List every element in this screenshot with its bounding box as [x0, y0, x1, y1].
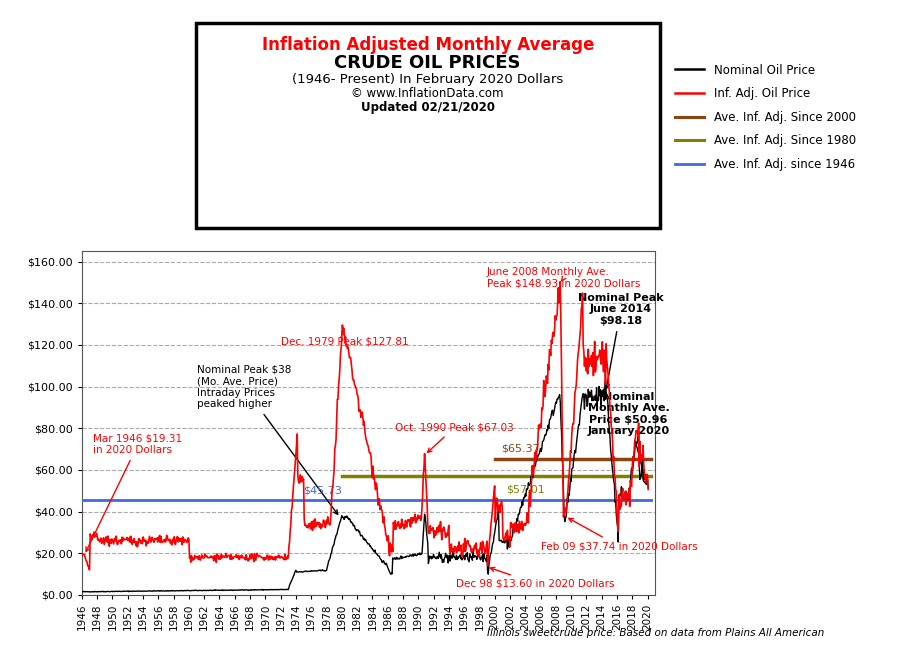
Text: Oct. 1990 Peak $67.03: Oct. 1990 Peak $67.03	[395, 422, 514, 452]
Text: (1946- Present) In February 2020 Dollars: (1946- Present) In February 2020 Dollars	[292, 73, 563, 86]
Text: Mar 1946 $19.31
in 2020 Dollars: Mar 1946 $19.31 in 2020 Dollars	[86, 434, 183, 551]
Text: $57.01: $57.01	[506, 485, 545, 494]
Text: Inflation Adjusted Monthly Average: Inflation Adjusted Monthly Average	[261, 36, 594, 54]
Text: $65.37: $65.37	[501, 444, 540, 453]
Legend: Nominal Oil Price, Inf. Adj. Oil Price, Ave. Inf. Adj. Since 2000, Ave. Inf. Adj: Nominal Oil Price, Inf. Adj. Oil Price, …	[670, 59, 861, 176]
Text: Nominal Peak $38
(Mo. Ave. Price)
Intraday Prices
peaked higher: Nominal Peak $38 (Mo. Ave. Price) Intrad…	[197, 365, 338, 514]
Text: Nominal Peak
June 2014
$98.18: Nominal Peak June 2014 $98.18	[578, 293, 663, 389]
Text: June 2008 Monthly Ave.
Peak $148.93 in 2020 Dollars: June 2008 Monthly Ave. Peak $148.93 in 2…	[487, 267, 641, 289]
Text: Dec. 1979 Peak $127.81: Dec. 1979 Peak $127.81	[280, 331, 409, 347]
Text: Feb 09 $37.74 in 2020 Dollars: Feb 09 $37.74 in 2020 Dollars	[541, 518, 697, 551]
Text: Nominal
Monthly Ave.
Price $50.96
January 2020: Nominal Monthly Ave. Price $50.96 Januar…	[587, 392, 670, 485]
Text: © www.InflationData.com: © www.InflationData.com	[351, 87, 504, 100]
Text: $45.73: $45.73	[304, 486, 342, 496]
Text: Dec 98 $13.60 in 2020 Dollars: Dec 98 $13.60 in 2020 Dollars	[457, 567, 615, 588]
Text: Illinois sweetcrude price: Based on data from Plains All American: Illinois sweetcrude price: Based on data…	[487, 628, 824, 638]
Text: CRUDE OIL PRICES: CRUDE OIL PRICES	[335, 54, 521, 72]
Text: Updated 02/21/2020: Updated 02/21/2020	[360, 101, 495, 114]
